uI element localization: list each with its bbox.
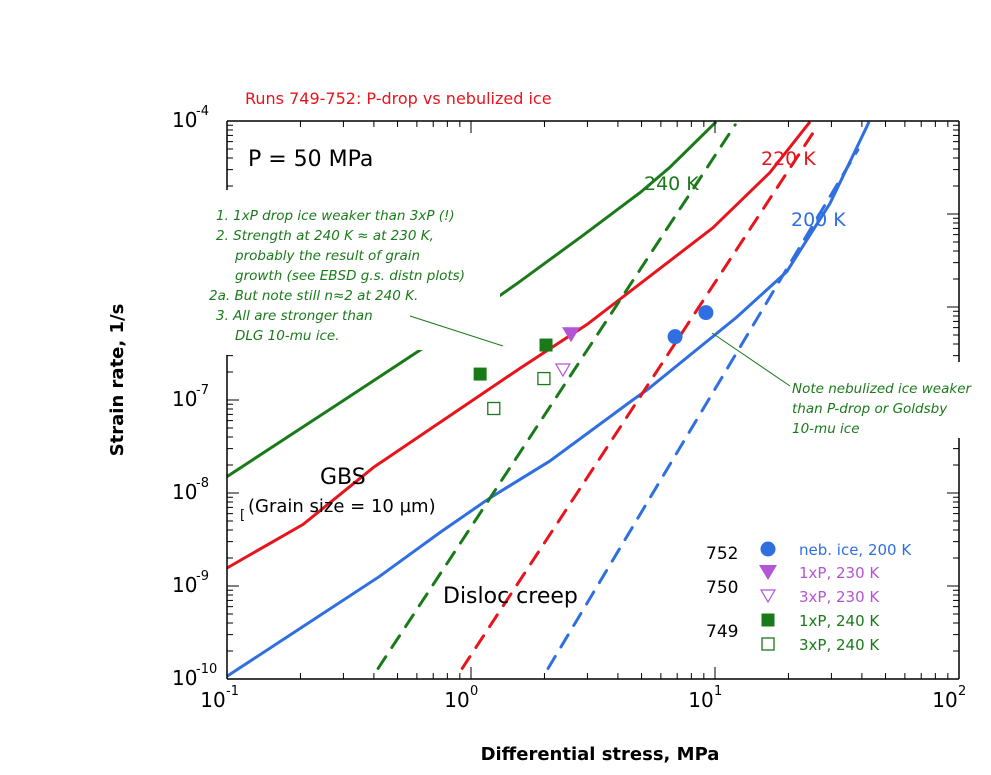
note-line: than P-drop or Goldsby <box>792 401 948 417</box>
legend-label: neb. ice, 200 K <box>799 541 912 559</box>
x-tick-label-2: 10 <box>688 688 713 712</box>
legend-run-749: 749 <box>706 622 738 642</box>
y-tick-exp-1: -7 <box>196 383 209 398</box>
chart-title: Runs 749-752: P-drop vs nebulized ice <box>245 89 552 108</box>
series-line-2 <box>226 121 871 678</box>
data-point-4-0 <box>487 401 501 416</box>
grain-size-label: (Grain size = 10 µm) <box>248 496 436 517</box>
y-axis-title: Strain rate, 1/s <box>107 304 128 457</box>
legend-label: 3xP, 230 K <box>799 588 880 606</box>
data-point-0-0 <box>667 329 683 345</box>
bracket-mark: [ <box>240 508 245 523</box>
note-line: 2a. But note still n≈2 at 240 K. <box>209 288 418 304</box>
data-point-3-1 <box>539 338 553 352</box>
data-point-1-0 <box>562 327 581 343</box>
note-line: 2. Strength at 240 K ≈ at 230 K, <box>216 228 434 244</box>
leader-line-right <box>711 332 791 387</box>
series-line-4 <box>460 125 819 670</box>
y-tick-label-2: 10 <box>172 480 197 504</box>
legend-label: 1xP, 240 K <box>799 612 880 630</box>
x-tick-label-3: 10 <box>932 688 957 712</box>
y-tick-exp-2: -8 <box>196 476 209 491</box>
x-tick-exp-1: 0 <box>470 684 478 699</box>
axes-layer: 10 -1 10 0 10 1 10 210-410-710-810-910-10 <box>172 104 966 712</box>
note-line: growth (see EBSD g.s. distn plots) <box>235 268 465 284</box>
legend: 752 750 749 neb. ice, 200 K 1xP, 230 K 3… <box>706 541 912 654</box>
series-line-5 <box>546 148 860 670</box>
legend-label: 1xP, 230 K <box>799 564 880 582</box>
y-tick-label-1: 10 <box>172 387 197 411</box>
x-tick-exp-0: -1 <box>226 684 239 699</box>
leader-line-left <box>409 315 504 347</box>
x-tick-label-1: 10 <box>444 688 469 712</box>
legend-run-752: 752 <box>706 544 738 564</box>
note-line: probably the result of grain <box>234 248 420 264</box>
series-line-0 <box>226 120 718 478</box>
x-tick-exp-3: 2 <box>958 684 966 699</box>
x-tick-exp-2: 1 <box>714 684 722 699</box>
curves-layer <box>226 120 871 678</box>
legend-marker-4 <box>761 637 775 651</box>
legend-label: 3xP, 240 K <box>799 636 880 654</box>
series-line-1 <box>226 120 812 570</box>
points-layer <box>473 305 714 416</box>
legend-marker-0 <box>760 541 776 557</box>
pressure-label: P = 50 MPa <box>248 147 373 172</box>
y-tick-label-4: 10 <box>172 666 197 690</box>
gbs-label: GBS <box>320 465 366 490</box>
legend-marker-2 <box>759 589 777 604</box>
y-tick-exp-0: -4 <box>196 104 209 119</box>
legend-marker-3 <box>761 613 775 627</box>
curve-label-240k: 240 K <box>644 173 699 195</box>
note-line: Note nebulized ice weaker <box>792 381 973 397</box>
y-tick-label-3: 10 <box>172 573 197 597</box>
note-line: 3. All are stronger than <box>216 308 373 324</box>
x-axis-title: Differential stress, MPa <box>481 744 720 765</box>
data-point-0-1 <box>698 305 714 321</box>
note-line: DLG 10-mu ice. <box>235 328 340 344</box>
data-point-3-0 <box>473 367 487 381</box>
y-tick-label-0: 10 <box>172 108 197 132</box>
disloc-creep-label: Disloc creep <box>443 584 578 609</box>
notes-left: 1. 1xP drop ice weaker than 3xP (!) 2. S… <box>209 208 465 344</box>
y-tick-exp-4: -10 <box>196 662 217 677</box>
curve-label-220k: 220 K <box>761 148 816 170</box>
note-background-right <box>785 362 991 438</box>
legend-marker-1 <box>759 565 777 580</box>
note-line: 10-mu ice <box>792 421 860 437</box>
data-point-2-0 <box>554 363 571 378</box>
curve-label-200k: 200 K <box>791 209 846 231</box>
note-background-left <box>200 190 500 350</box>
legend-run-750: 750 <box>706 578 738 598</box>
notes-right: Note nebulized ice weaker than P-drop or… <box>792 381 973 437</box>
series-line-3 <box>376 123 737 670</box>
note-line: 1. 1xP drop ice weaker than 3xP (!) <box>216 208 455 224</box>
data-point-4-1 <box>537 371 551 386</box>
y-tick-exp-3: -9 <box>196 569 209 584</box>
x-tick-label-0: 10 <box>200 688 225 712</box>
legend-markers <box>759 541 777 651</box>
